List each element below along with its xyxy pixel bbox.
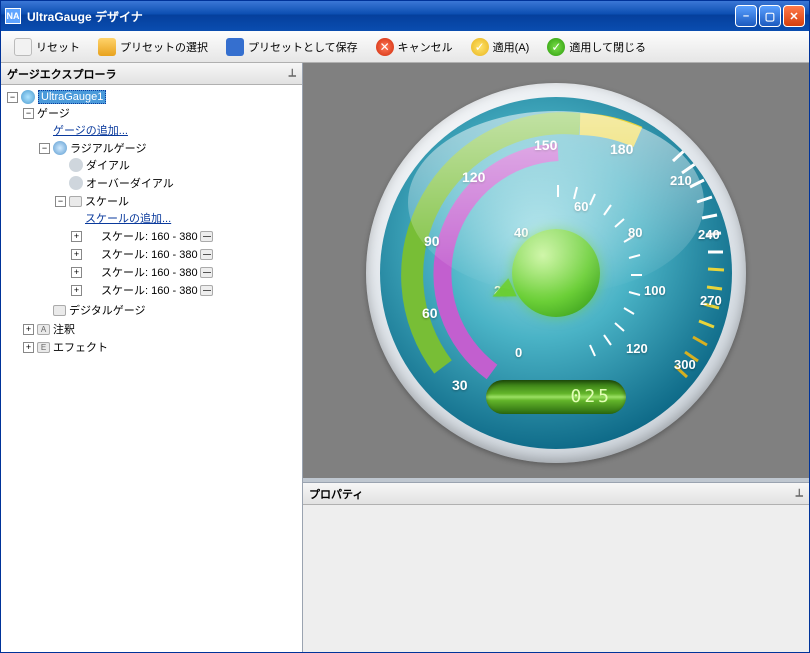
tree: −UltraGauge1 −ゲージ ゲージの追加... −ラジアルゲージ ダイ bbox=[1, 85, 302, 652]
tree-node-digital[interactable]: デジタルゲージ bbox=[69, 302, 146, 318]
gauge-label: 240 bbox=[698, 227, 720, 242]
tree-node-annotation[interactable]: 注釈 bbox=[53, 321, 75, 337]
digital-gauge-icon bbox=[53, 305, 66, 316]
pin-icon[interactable]: ⟂ bbox=[796, 487, 803, 500]
tree-toggle[interactable]: + bbox=[71, 249, 82, 260]
gauge-label: 150 bbox=[534, 137, 557, 153]
cancel-button[interactable]: ✕ キャンセル bbox=[369, 34, 460, 60]
tree-toggle[interactable]: + bbox=[71, 231, 82, 242]
tree-toggle[interactable]: + bbox=[71, 267, 82, 278]
tree-scale-item[interactable]: スケール: 160 - 380 bbox=[101, 246, 198, 262]
tree-toggle[interactable]: − bbox=[7, 92, 18, 103]
explorer-header: ゲージエクスプローラ ⟂ bbox=[1, 63, 302, 85]
gauge-label: 60 bbox=[574, 199, 588, 214]
apply-icon: ✓ bbox=[471, 38, 489, 56]
gauge-label: 0 bbox=[515, 345, 522, 360]
tree-toggle[interactable]: + bbox=[71, 285, 82, 296]
scale-item-icon bbox=[200, 285, 213, 296]
apply-label: 適用(A) bbox=[493, 39, 530, 55]
app-icon: NA bbox=[5, 8, 21, 24]
gauge-label: 40 bbox=[514, 225, 528, 240]
gauge-label: 100 bbox=[644, 283, 666, 298]
close-button[interactable]: ✕ bbox=[783, 5, 805, 27]
open-preset-label: プリセットの選択 bbox=[120, 39, 208, 55]
explorer-title: ゲージエクスプローラ bbox=[7, 66, 116, 82]
pin-icon[interactable]: ⟂ bbox=[289, 67, 296, 80]
gauge-label: 120 bbox=[626, 341, 648, 356]
scale-item-icon bbox=[200, 231, 213, 242]
properties-header: プロパティ ⟂ bbox=[303, 483, 809, 505]
tree-root[interactable]: UltraGauge1 bbox=[38, 90, 106, 104]
cancel-label: キャンセル bbox=[398, 39, 453, 55]
explorer-panel: ゲージエクスプローラ ⟂ −UltraGauge1 −ゲージ ゲージの追加... bbox=[1, 63, 303, 652]
save-icon bbox=[226, 38, 244, 56]
add-gauge-link[interactable]: ゲージの追加... bbox=[53, 122, 128, 138]
scale-item-icon bbox=[200, 249, 213, 260]
gauge-label: 90 bbox=[424, 233, 440, 249]
dial-icon bbox=[69, 158, 83, 172]
minimize-button[interactable]: – bbox=[735, 5, 757, 27]
open-preset-button[interactable]: プリセットの選択 bbox=[91, 34, 215, 60]
effect-icon bbox=[37, 342, 50, 353]
gauge-label: 270 bbox=[700, 293, 722, 308]
gauge-canvas: 30 60 90 120 150 180 210 240 270 300 0 2… bbox=[303, 63, 809, 478]
tree-toggle[interactable]: − bbox=[55, 196, 66, 207]
properties-panel: プロパティ ⟂ bbox=[303, 482, 809, 652]
scale-item-icon bbox=[200, 267, 213, 278]
radial-gauge-icon bbox=[53, 141, 67, 155]
app-window: NA UltraGauge デザイナ – ▢ ✕ リセット プリセットの選択 プ… bbox=[0, 0, 810, 653]
scale-icon bbox=[69, 196, 82, 207]
reset-label: リセット bbox=[36, 39, 80, 55]
body: ゲージエクスプローラ ⟂ −UltraGauge1 −ゲージ ゲージの追加... bbox=[1, 63, 809, 652]
tree-node-scale[interactable]: スケール bbox=[85, 193, 129, 209]
ok-icon: ✓ bbox=[547, 38, 565, 56]
tree-toggle[interactable]: − bbox=[23, 108, 34, 119]
save-preset-label: プリセットとして保存 bbox=[248, 39, 358, 55]
gauge-label: 300 bbox=[674, 357, 696, 372]
toolbar: リセット プリセットの選択 プリセットとして保存 ✕ キャンセル ✓ 適用(A)… bbox=[1, 31, 809, 63]
tree-node-radial[interactable]: ラジアルゲージ bbox=[70, 140, 146, 156]
tree-scale-item[interactable]: スケール: 160 - 380 bbox=[101, 228, 198, 244]
apply-close-label: 適用して閉じる bbox=[569, 39, 646, 55]
tree-scale-item[interactable]: スケール: 160 - 380 bbox=[101, 264, 198, 280]
gauge-label: 120 bbox=[462, 169, 485, 185]
gauge-label: 60 bbox=[422, 305, 438, 321]
properties-body bbox=[303, 505, 809, 652]
properties-title: プロパティ bbox=[309, 486, 363, 502]
gauge-bezel: 30 60 90 120 150 180 210 240 270 300 0 2… bbox=[366, 83, 746, 463]
gauge-face: 30 60 90 120 150 180 210 240 270 300 0 2… bbox=[380, 97, 732, 449]
reset-icon bbox=[14, 38, 32, 56]
apply-close-button[interactable]: ✓ 適用して閉じる bbox=[540, 34, 653, 60]
gauge-label: 210 bbox=[670, 173, 692, 188]
overdial-icon bbox=[69, 176, 83, 190]
tree-node-overdial[interactable]: オーバーダイアル bbox=[86, 175, 174, 191]
save-preset-button[interactable]: プリセットとして保存 bbox=[219, 34, 365, 60]
maximize-button[interactable]: ▢ bbox=[759, 5, 781, 27]
digital-readout: 025 bbox=[486, 380, 626, 414]
tree-toggle[interactable]: + bbox=[23, 342, 34, 353]
annotation-icon bbox=[37, 324, 50, 335]
gauge-label: 180 bbox=[610, 141, 633, 157]
apply-button[interactable]: ✓ 適用(A) bbox=[464, 34, 537, 60]
tree-toggle[interactable]: + bbox=[23, 324, 34, 335]
tree-node-dial[interactable]: ダイアル bbox=[86, 157, 130, 173]
window-title: UltraGauge デザイナ bbox=[27, 8, 733, 25]
titlebar: NA UltraGauge デザイナ – ▢ ✕ bbox=[1, 1, 809, 31]
gauge-label: 30 bbox=[452, 377, 468, 393]
gauge-hub bbox=[512, 229, 600, 317]
gauge-label: 80 bbox=[628, 225, 642, 240]
tree-node-effect[interactable]: エフェクト bbox=[53, 339, 108, 355]
tree-scale-item[interactable]: スケール: 160 - 380 bbox=[101, 282, 198, 298]
add-scale-link[interactable]: スケールの追加... bbox=[85, 210, 171, 226]
folder-open-icon bbox=[98, 38, 116, 56]
tree-node-gauge[interactable]: ゲージ bbox=[37, 105, 70, 121]
right-pane: 30 60 90 120 150 180 210 240 270 300 0 2… bbox=[303, 63, 809, 652]
cancel-icon: ✕ bbox=[376, 38, 394, 56]
reset-button[interactable]: リセット bbox=[7, 34, 87, 60]
gauge-root-icon bbox=[21, 90, 35, 104]
tree-toggle[interactable]: − bbox=[39, 143, 50, 154]
